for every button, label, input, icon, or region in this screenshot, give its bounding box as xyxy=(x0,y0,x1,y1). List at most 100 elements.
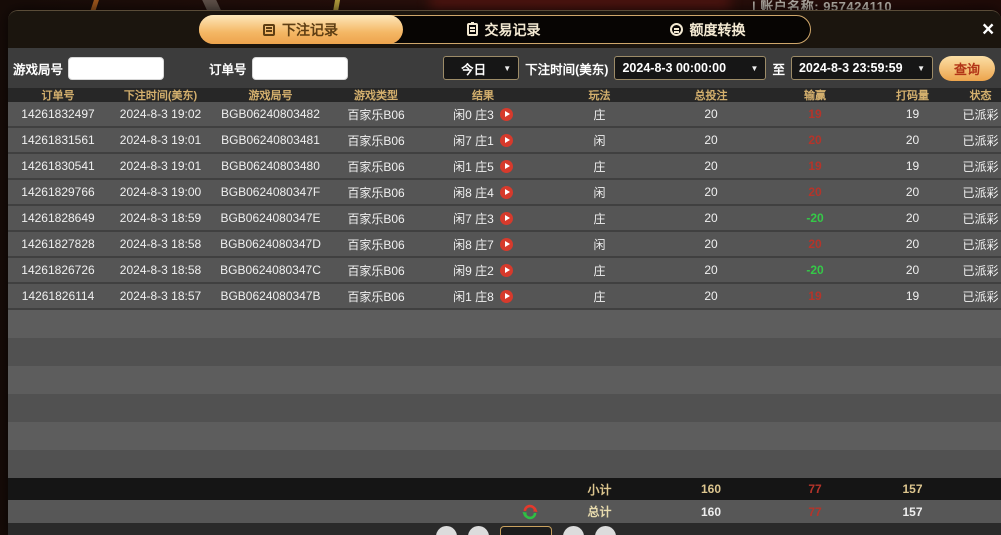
cell-game-round: BGB0624080347E xyxy=(220,211,321,225)
cell-total-bet: 20 xyxy=(704,289,718,303)
order-no-label: 订单号 xyxy=(209,62,247,77)
cell-game-round: BGB0624080347C xyxy=(220,263,321,277)
subtotal-total-bet: 160 xyxy=(700,482,722,496)
table-row: 14261829766 2024-8-3 19:00 BGB0624080347… xyxy=(8,180,1001,206)
column-header: 玩法 xyxy=(588,90,611,102)
total-row: 总计 160 77 157 xyxy=(8,500,1001,523)
column-header: 输赢 xyxy=(804,90,826,102)
page-number-box[interactable] xyxy=(500,526,552,535)
cell-game-round: BGB06240803482 xyxy=(221,107,320,121)
cell-order-no: 14261831561 xyxy=(21,133,95,147)
cell-order-no: 14261826726 xyxy=(21,263,95,277)
cell-total-bet: 20 xyxy=(704,185,718,199)
result-text: 闲9 庄2 xyxy=(453,263,494,278)
table-row: 14261826726 2024-8-3 18:58 BGB0624080347… xyxy=(8,258,1001,284)
cell-status: 已派彩 xyxy=(962,133,999,148)
cell-play-type: 闲 xyxy=(593,133,606,148)
cell-total-bet: 20 xyxy=(704,107,718,121)
chevron-down-icon: ▼ xyxy=(917,63,925,73)
table-header: 订单号 下注时间(美东) 游戏局号 游戏类型 结果 玩法 总投注 输赢 打码量 … xyxy=(8,88,1001,102)
prev-page-icon[interactable] xyxy=(468,526,489,535)
column-header: 总投注 xyxy=(694,90,728,102)
cell-game-type: 百家乐B06 xyxy=(347,289,405,304)
cell-bet-time: 2024-8-3 19:00 xyxy=(119,185,202,199)
cell-turnover: 20 xyxy=(905,185,920,199)
cell-game-type: 百家乐B06 xyxy=(347,237,405,252)
result-text: 闲8 庄7 xyxy=(453,237,494,252)
column-header: 打码量 xyxy=(896,90,929,102)
bet-records-modal: 下注记录 交易记录 额度转换 × 游戏局号 订单号 今日 ▼ xyxy=(8,10,1001,535)
cell-turnover: 19 xyxy=(905,159,920,173)
first-page-icon[interactable] xyxy=(436,526,457,535)
play-icon[interactable] xyxy=(499,159,513,173)
result-text: 闲1 庄8 xyxy=(453,289,494,304)
tab-label: 额度转换 xyxy=(689,21,746,38)
cell-total-bet: 20 xyxy=(704,159,718,173)
clipboard-icon xyxy=(466,22,478,36)
cell-order-no: 14261829766 xyxy=(21,185,95,199)
cell-result: 闲7 庄3 xyxy=(424,210,542,227)
tab[interactable]: 额度转换 xyxy=(606,16,810,43)
empty-row xyxy=(8,422,1001,450)
empty-row xyxy=(8,394,1001,422)
order-no-input[interactable] xyxy=(251,56,348,80)
play-icon[interactable] xyxy=(499,107,513,121)
cell-status: 已派彩 xyxy=(962,289,999,304)
cell-total-bet: 20 xyxy=(704,263,718,277)
cell-bet-time: 2024-8-3 19:02 xyxy=(119,107,202,121)
cell-result: 闲0 庄3 xyxy=(424,106,542,123)
play-icon[interactable] xyxy=(499,263,513,277)
cell-win-loss: -20 xyxy=(806,211,824,225)
total-turnover: 157 xyxy=(902,504,923,519)
table-row: 14261831561 2024-8-3 19:01 BGB0624080348… xyxy=(8,128,1001,154)
game-round-input[interactable] xyxy=(68,56,165,80)
subtotal-turnover: 157 xyxy=(902,482,923,496)
play-icon[interactable] xyxy=(499,185,513,199)
play-icon[interactable] xyxy=(499,211,513,225)
empty-rows xyxy=(8,310,1001,478)
empty-row xyxy=(8,338,1001,366)
tab[interactable]: 下注记录 xyxy=(198,15,403,44)
cell-win-loss: 19 xyxy=(808,289,822,303)
table-row: 14261830541 2024-8-3 19:01 BGB0624080348… xyxy=(8,154,1001,180)
tab-label: 交易记录 xyxy=(484,21,541,38)
cell-bet-time: 2024-8-3 18:58 xyxy=(119,237,202,251)
play-icon[interactable] xyxy=(499,133,513,147)
exchange-refresh-icon[interactable] xyxy=(522,504,538,520)
tab[interactable]: 交易记录 xyxy=(402,16,606,43)
column-header: 下注时间(美东) xyxy=(123,90,198,102)
column-header: 状态 xyxy=(969,90,992,102)
play-icon[interactable] xyxy=(499,289,513,303)
pagination xyxy=(436,526,616,535)
cell-turnover: 20 xyxy=(905,133,920,147)
result-text: 闲7 庄3 xyxy=(453,211,494,226)
cell-turnover: 20 xyxy=(905,263,920,277)
result-text: 闲0 庄3 xyxy=(453,107,494,122)
date-from-select[interactable]: 2024-8-3 00:00:00 ▼ xyxy=(614,56,767,80)
game-round-label: 游戏局号 xyxy=(13,62,64,77)
subtotal-row: 小计 160 77 157 xyxy=(8,478,1001,500)
filter-right-group: 今日 ▼ 下注时间(美东) 2024-8-3 00:00:00 ▼ 至 2024… xyxy=(443,55,995,81)
table-row: 14261832497 2024-8-3 19:02 BGB0624080348… xyxy=(8,102,1001,128)
search-button[interactable]: 查询 xyxy=(938,55,995,81)
cell-win-loss: 20 xyxy=(808,133,822,147)
quick-range-select[interactable]: 今日 ▼ xyxy=(443,56,520,80)
date-to-select[interactable]: 2024-8-3 23:59:59 ▼ xyxy=(790,56,933,80)
ledger-icon xyxy=(263,23,275,36)
close-icon[interactable]: × xyxy=(982,17,995,41)
empty-row xyxy=(8,310,1001,338)
cell-win-loss: -20 xyxy=(806,263,824,277)
cell-game-round: BGB06240803481 xyxy=(221,133,320,147)
play-icon[interactable] xyxy=(499,237,513,251)
cell-game-round: BGB0624080347B xyxy=(220,289,321,303)
last-page-icon[interactable] xyxy=(595,526,616,535)
total-label: 总计 xyxy=(587,505,612,519)
bet-time-label: 下注时间(美东) xyxy=(525,62,609,77)
cell-result: 闲8 庄4 xyxy=(424,184,542,201)
cell-game-round: BGB06240803480 xyxy=(221,159,320,173)
cell-status: 已派彩 xyxy=(962,211,999,226)
cell-bet-time: 2024-8-3 19:01 xyxy=(119,133,202,147)
cell-play-type: 庄 xyxy=(593,107,606,122)
cell-turnover: 19 xyxy=(905,289,920,303)
next-page-icon[interactable] xyxy=(563,526,584,535)
